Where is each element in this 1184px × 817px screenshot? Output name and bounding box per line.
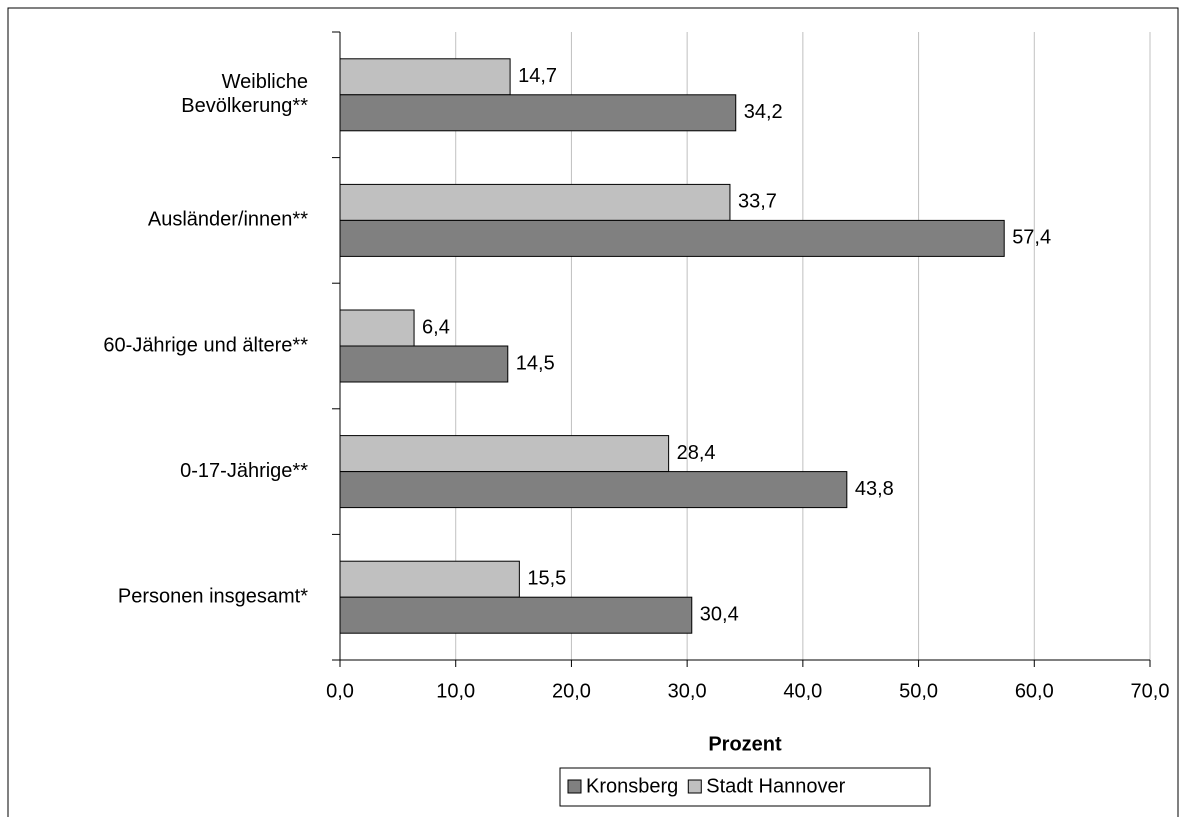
bar: [339, 94, 737, 132]
bar: [339, 560, 520, 598]
value-label: 15,5: [527, 567, 566, 589]
legend-swatch: [687, 779, 702, 794]
bar: [339, 183, 731, 221]
bar: [339, 58, 511, 96]
x-tick-label: 50,0: [899, 680, 938, 702]
value-label: 28,4: [677, 442, 716, 464]
y-tick-label: Ausländer/innen**: [148, 209, 308, 231]
y-tick-label: 0-17-Jährige**: [180, 460, 308, 482]
x-tick-label: 40,0: [783, 680, 822, 702]
value-label: 14,7: [518, 65, 557, 87]
bar: [339, 596, 693, 634]
x-tick-label: 60,0: [1015, 680, 1054, 702]
x-axis-label: Prozent: [708, 733, 782, 755]
value-label: 57,4: [1012, 227, 1051, 249]
bar: [339, 435, 670, 473]
value-label: 14,5: [516, 352, 555, 374]
x-tick-label: 20,0: [552, 680, 591, 702]
value-label: 33,7: [738, 191, 777, 213]
value-label: 43,8: [855, 478, 894, 500]
bar: [339, 345, 509, 383]
legend-swatch: [567, 779, 582, 794]
bar: [339, 219, 1005, 257]
x-tick-label: 30,0: [668, 680, 707, 702]
x-tick-label: 70,0: [1131, 680, 1170, 702]
y-tick-label: Weibliche Bevölkerung**: [181, 71, 308, 117]
legend-label: Kronsberg: [586, 775, 678, 797]
chart-frame: [7, 7, 1179, 817]
y-tick-label: Personen insgesamt*: [118, 585, 308, 607]
y-tick-label: 60-Jährige und ältere**: [103, 334, 308, 356]
x-tick-label: 10,0: [436, 680, 475, 702]
x-tick-label: 0,0: [326, 680, 354, 702]
legend-label: Stadt Hannover: [706, 775, 845, 797]
value-label: 6,4: [422, 316, 450, 338]
legend: Kronsberg Stadt Hannover: [559, 767, 931, 807]
value-label: 30,4: [700, 603, 739, 625]
bar: [339, 471, 848, 509]
value-label: 34,2: [744, 101, 783, 123]
bar: [339, 309, 415, 347]
legend-box: [559, 767, 931, 807]
